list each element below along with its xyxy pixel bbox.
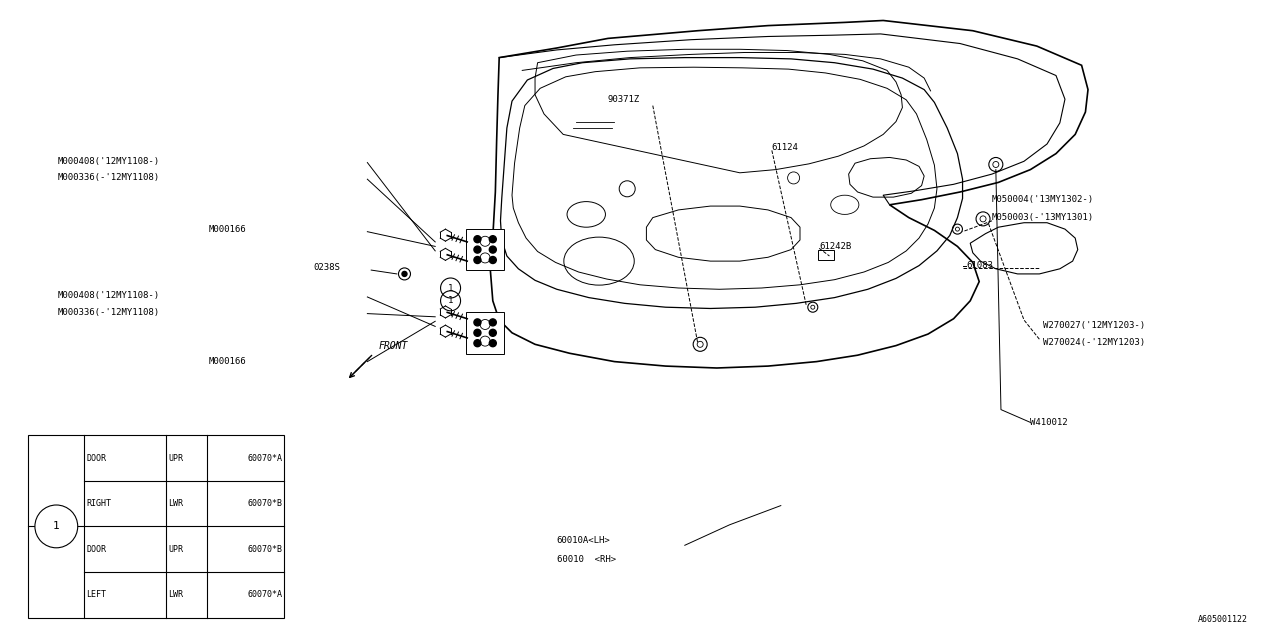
Text: 61083: 61083 [966, 261, 993, 270]
Circle shape [489, 257, 497, 264]
Text: A605001122: A605001122 [1198, 615, 1248, 624]
Text: M050003(-'13MY1301): M050003(-'13MY1301) [992, 213, 1094, 222]
Text: 1: 1 [52, 522, 60, 531]
Text: M050004('13MY1302-): M050004('13MY1302-) [992, 195, 1094, 204]
Text: UPR: UPR [169, 545, 183, 554]
Bar [466, 229, 504, 271]
Text: M000336(-'12MY1108): M000336(-'12MY1108) [58, 173, 160, 182]
Text: 1: 1 [448, 296, 453, 305]
Circle shape [35, 505, 78, 548]
Circle shape [489, 319, 497, 326]
Text: DOOR: DOOR [87, 545, 106, 554]
Text: M000166: M000166 [209, 225, 246, 234]
Text: W270024(-'12MY1203): W270024(-'12MY1203) [1043, 338, 1146, 347]
Text: 61124: 61124 [772, 143, 799, 152]
Text: W410012: W410012 [1030, 418, 1068, 427]
Text: LWR: LWR [169, 499, 183, 508]
Circle shape [489, 236, 497, 243]
Text: W270027('12MY1203-): W270027('12MY1203-) [1043, 321, 1146, 330]
Circle shape [474, 330, 481, 336]
Text: 60070*B: 60070*B [247, 545, 282, 554]
Circle shape [402, 271, 407, 276]
Bar [466, 312, 504, 354]
Text: LEFT: LEFT [87, 590, 106, 599]
Text: LWR: LWR [169, 590, 183, 599]
Circle shape [489, 330, 497, 336]
Text: 90371Z: 90371Z [608, 95, 640, 104]
Bar [818, 250, 833, 260]
Bar [28, 435, 284, 618]
Circle shape [474, 236, 481, 243]
Circle shape [474, 340, 481, 347]
Circle shape [489, 340, 497, 347]
Text: 60070*B: 60070*B [247, 499, 282, 508]
Text: 60070*A: 60070*A [247, 454, 282, 463]
Circle shape [489, 246, 497, 253]
Text: RIGHT: RIGHT [87, 499, 111, 508]
Circle shape [474, 257, 481, 264]
Text: 61242B: 61242B [819, 242, 851, 251]
Circle shape [474, 319, 481, 326]
Text: UPR: UPR [169, 454, 183, 463]
Text: M000408('12MY1108-): M000408('12MY1108-) [58, 157, 160, 166]
Text: M000336(-'12MY1108): M000336(-'12MY1108) [58, 308, 160, 317]
Text: 60010  <RH>: 60010 <RH> [557, 556, 616, 564]
Text: 1: 1 [448, 284, 453, 292]
Text: DOOR: DOOR [87, 454, 106, 463]
Text: 60010A<LH>: 60010A<LH> [557, 536, 611, 545]
Text: FRONT: FRONT [379, 341, 408, 351]
Circle shape [474, 246, 481, 253]
Text: M000166: M000166 [209, 357, 246, 366]
Text: M000408('12MY1108-): M000408('12MY1108-) [58, 291, 160, 300]
Text: 60070*A: 60070*A [247, 590, 282, 599]
Text: 0238S: 0238S [314, 263, 340, 272]
